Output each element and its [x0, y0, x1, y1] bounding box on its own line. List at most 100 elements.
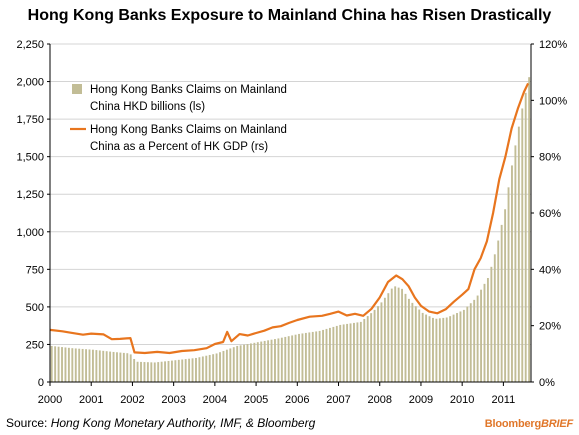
- bar: [239, 345, 242, 382]
- left-tick-label: 250: [26, 339, 44, 351]
- bar: [116, 352, 118, 382]
- bar: [418, 309, 421, 382]
- bar: [188, 358, 191, 382]
- x-tick-label: 2002: [120, 394, 144, 406]
- bar: [256, 342, 259, 382]
- bar: [511, 165, 513, 382]
- bar: [50, 345, 53, 382]
- bar: [401, 288, 404, 382]
- line-series-path: [49, 82, 530, 355]
- x-tick-label: 2001: [79, 394, 103, 406]
- bar: [263, 340, 266, 382]
- bar: [291, 335, 294, 382]
- line-series: [49, 82, 530, 355]
- bar: [133, 358, 136, 382]
- bar: [177, 359, 180, 382]
- bar: [359, 321, 362, 382]
- bar: [164, 361, 167, 382]
- legend-line-label: China as a Percent of HK GDP (rs): [90, 141, 268, 153]
- bar: [383, 297, 386, 382]
- bar: [521, 108, 524, 382]
- bar: [456, 313, 458, 382]
- x-tick-label: 2008: [367, 394, 391, 406]
- bar: [146, 362, 149, 382]
- bar: [136, 361, 139, 382]
- bar: [119, 352, 122, 382]
- bar: [397, 287, 400, 382]
- bar: [407, 298, 410, 382]
- left-tick-label: 500: [26, 302, 44, 314]
- bar: [150, 362, 153, 382]
- bar: [229, 348, 232, 382]
- bar: [442, 317, 445, 382]
- right-tick-label: 0%: [539, 377, 555, 389]
- bar: [143, 362, 146, 382]
- bar: [270, 339, 273, 382]
- bar: [54, 346, 57, 382]
- bar: [274, 339, 276, 382]
- bar: [249, 343, 252, 382]
- bar: [449, 316, 452, 382]
- bar: [191, 358, 194, 382]
- bar: [67, 347, 70, 382]
- bar: [404, 293, 407, 382]
- bar: [490, 266, 493, 382]
- left-tick-label: 1,250: [16, 189, 44, 201]
- bar: [64, 347, 67, 382]
- bar: [98, 350, 101, 382]
- bar: [342, 324, 345, 382]
- bar: [500, 224, 503, 382]
- bar: [462, 309, 465, 382]
- bar: [311, 331, 314, 382]
- right-tick-label: 80%: [539, 152, 561, 164]
- bar: [507, 187, 510, 382]
- bar: [332, 326, 335, 382]
- x-tick-label: 2007: [326, 394, 350, 406]
- bar: [339, 324, 342, 382]
- bar: [328, 327, 331, 382]
- right-tick-label: 120%: [539, 39, 567, 51]
- bar: [284, 336, 287, 382]
- bar: [394, 286, 397, 382]
- bar: [267, 340, 270, 382]
- bar: [353, 322, 355, 382]
- bar: [390, 288, 393, 382]
- bar: [167, 360, 170, 382]
- legend-bar-label: Hong Kong Banks Claims on Mainland: [90, 84, 287, 96]
- bar: [432, 317, 434, 382]
- source-text: Hong Kong Monetary Authority, IMF, & Blo…: [50, 416, 316, 430]
- bar: [476, 295, 479, 382]
- right-tick-label: 20%: [539, 321, 561, 333]
- bar: [277, 338, 280, 382]
- bar: [61, 347, 63, 382]
- left-tick-label: 1,000: [16, 227, 44, 239]
- x-tick-label: 2011: [492, 394, 516, 406]
- bar: [497, 240, 500, 382]
- bar: [486, 278, 489, 382]
- left-tick-label: 1,500: [16, 152, 44, 164]
- bar: [483, 283, 486, 382]
- left-tick-label: 2,250: [16, 39, 44, 51]
- bar: [212, 354, 215, 382]
- bar: [88, 349, 91, 382]
- bar: [219, 352, 221, 382]
- bar: [81, 348, 84, 382]
- legend-bar-swatch: [72, 84, 82, 94]
- bar: [438, 318, 441, 382]
- bar: [174, 360, 177, 382]
- bar: [170, 360, 173, 382]
- bar: [184, 359, 187, 382]
- bar: [517, 126, 520, 382]
- bar: [243, 344, 246, 382]
- bar: [102, 350, 105, 382]
- bar: [122, 352, 125, 382]
- right-tick-label: 40%: [539, 264, 561, 276]
- bar: [504, 209, 507, 382]
- x-tick-label: 2010: [450, 394, 474, 406]
- bar: [78, 348, 81, 382]
- x-tick-label: 2006: [285, 394, 309, 406]
- bar: [57, 346, 60, 382]
- bar: [153, 362, 156, 382]
